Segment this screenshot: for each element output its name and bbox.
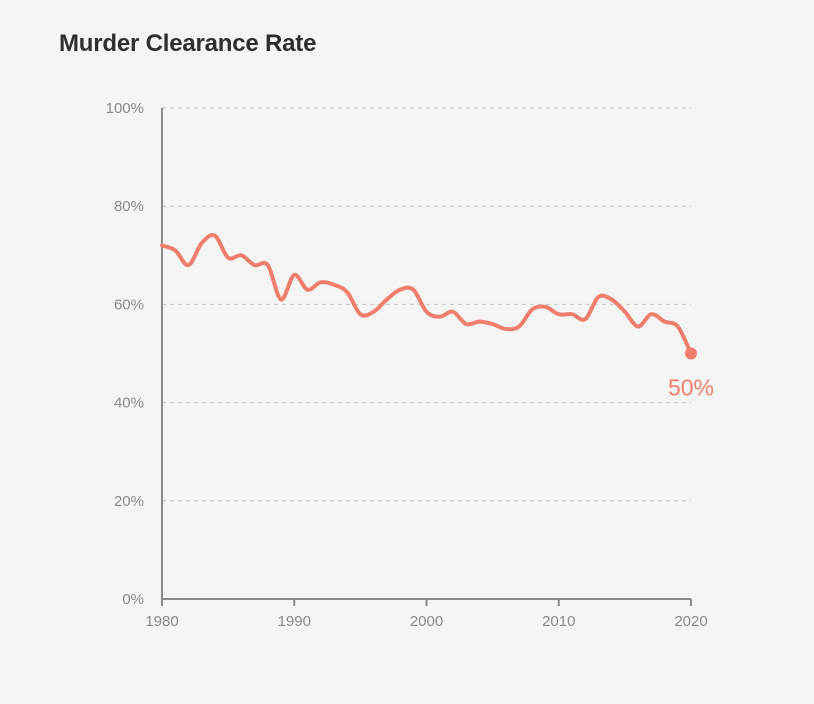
x-tick-label: 2000 [410, 613, 443, 630]
x-tick-label: 1980 [145, 613, 178, 630]
x-tick-label: 2010 [542, 613, 575, 630]
end-value-label: 50% [668, 375, 714, 401]
series-line [160, 233, 693, 356]
x-tick-label: 2020 [674, 613, 707, 630]
chart-title: Murder Clearance Rate [59, 30, 317, 57]
y-tick-label: 40% [114, 395, 144, 412]
y-tick-label: 0% [122, 591, 144, 608]
y-tick-label: 20% [114, 493, 144, 510]
y-tick-label: 80% [114, 198, 144, 215]
y-tick-label: 60% [114, 296, 144, 313]
end-point-marker [685, 347, 697, 360]
x-tick-label: 1990 [278, 613, 311, 630]
y-tick-label: 100% [106, 100, 144, 117]
